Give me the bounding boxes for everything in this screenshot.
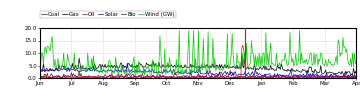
Coal <box>238 76 242 77</box>
Solar <box>37 70 42 72</box>
Line: Bio: Bio <box>40 74 356 78</box>
Bio <box>73 77 77 78</box>
Wind (GW) <box>354 62 359 63</box>
Bio <box>345 77 349 78</box>
Gas <box>344 71 348 72</box>
Oil <box>240 45 245 46</box>
Gas <box>348 74 353 76</box>
Gas <box>316 71 320 73</box>
Gas <box>236 68 240 69</box>
Coal <box>74 76 78 77</box>
Wind (GW) <box>177 30 181 31</box>
Line: Coal: Coal <box>40 70 356 77</box>
Bio <box>37 76 42 78</box>
Oil <box>317 77 321 78</box>
Gas <box>354 74 359 75</box>
Wind (GW) <box>46 46 50 47</box>
Wind (GW) <box>238 69 242 70</box>
Bio <box>46 77 50 78</box>
Wind (GW) <box>63 69 67 70</box>
Oil <box>354 77 359 79</box>
Oil <box>73 77 77 78</box>
Solar <box>316 76 320 77</box>
Gas <box>46 70 50 71</box>
Solar <box>351 77 356 78</box>
Bio <box>317 77 321 78</box>
Bio <box>232 77 236 78</box>
Solar <box>73 70 77 71</box>
Line: Gas: Gas <box>40 56 356 75</box>
Wind (GW) <box>149 75 153 76</box>
Coal <box>37 76 42 78</box>
Line: Wind (GW): Wind (GW) <box>40 30 356 75</box>
Solar <box>237 73 241 74</box>
Wind (GW) <box>345 49 349 50</box>
Coal <box>46 76 50 78</box>
Coal <box>63 75 68 76</box>
Solar <box>354 76 359 78</box>
Wind (GW) <box>37 66 42 68</box>
Bio <box>63 76 67 78</box>
Line: Solar: Solar <box>40 63 356 77</box>
Gas <box>63 69 67 70</box>
Coal <box>51 77 55 78</box>
Line: Oil: Oil <box>40 45 356 78</box>
Coal <box>345 74 349 75</box>
Coal <box>317 77 321 78</box>
Gas <box>37 70 42 72</box>
Coal <box>354 76 359 77</box>
Bio <box>237 77 241 78</box>
Gas <box>73 64 77 66</box>
Solar <box>344 76 348 77</box>
Oil <box>237 77 241 78</box>
Legend: Coal, Gas, Oil, Solar, Bio, Wind (GW): Coal, Gas, Oil, Solar, Bio, Wind (GW) <box>40 10 176 18</box>
Oil <box>345 77 349 78</box>
Coal <box>228 70 233 71</box>
Oil <box>37 77 42 79</box>
Solar <box>46 70 50 72</box>
Oil <box>63 77 67 78</box>
Wind (GW) <box>317 58 321 60</box>
Oil <box>223 77 228 79</box>
Solar <box>125 62 129 64</box>
Oil <box>46 77 50 78</box>
Bio <box>273 73 277 74</box>
Gas <box>240 55 244 56</box>
Wind (GW) <box>73 68 77 70</box>
Bio <box>354 77 359 78</box>
Solar <box>63 65 67 66</box>
